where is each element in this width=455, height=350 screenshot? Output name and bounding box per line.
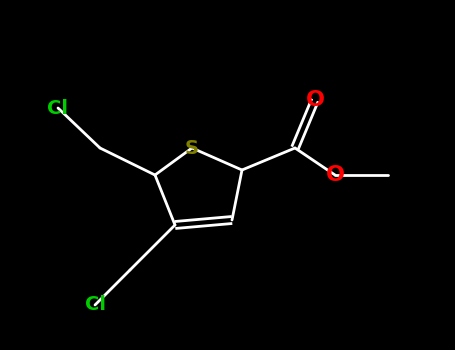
Text: O: O — [325, 165, 344, 185]
Text: Cl: Cl — [47, 98, 69, 118]
Text: O: O — [305, 90, 324, 110]
Text: S: S — [185, 139, 199, 158]
Text: Cl: Cl — [85, 295, 106, 315]
